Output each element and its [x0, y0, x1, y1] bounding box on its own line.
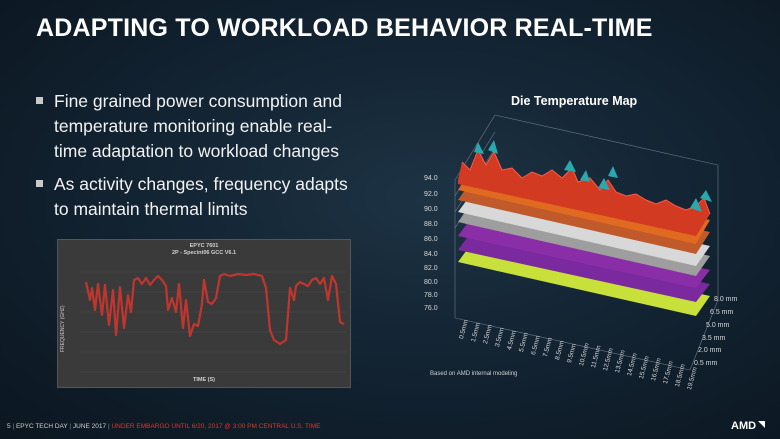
x-tick: 4.5mm — [506, 329, 518, 351]
z-tick: 78.0 — [424, 292, 438, 299]
x-tick: 1.5mm — [470, 321, 482, 343]
x-tick: 15.5mm — [638, 355, 651, 380]
event-date: JUNE 2017 — [72, 423, 107, 430]
x-tick: 7.5mm — [542, 336, 554, 358]
z-tick: 76.0 — [424, 305, 438, 312]
frequency-chart-xlabel: TIME (S) — [193, 377, 215, 383]
event-name: EPYC TECH DAY — [15, 423, 68, 430]
y-tick: 5.0 mm — [706, 322, 730, 329]
page-number: 5 — [7, 423, 11, 430]
frequency-chart-title: EPYC 7601 — [189, 243, 219, 249]
x-tick: 3.5mm — [494, 326, 506, 348]
frequency-chart-ylabel: FREQUENCY (GHZ) — [60, 305, 66, 352]
x-tick: 17.5mm — [662, 360, 675, 385]
bullet-line: As activity changes, frequency adapts — [54, 174, 348, 194]
x-tick: 19.5mm — [686, 366, 699, 391]
bullet-marker-icon — [36, 180, 43, 187]
x-tick: 12.5mm — [602, 347, 615, 372]
x-tick: 8.5mm — [554, 339, 566, 361]
y-tick: 0.5 mm — [694, 360, 718, 367]
x-tick: 9.5mm — [566, 342, 578, 364]
x-tick: 10.5mm — [578, 342, 591, 367]
bullet-item: Fine grained power consumption and tempe… — [34, 89, 374, 164]
temperature-map-title: Die Temperature Map — [511, 94, 638, 108]
z-tick: 92.0 — [424, 191, 438, 198]
z-tick: 94.0 — [424, 175, 438, 182]
x-tick: 2.5mm — [482, 323, 494, 345]
frequency-line — [84, 272, 345, 346]
bullet-line: temperature monitoring enable real- — [54, 116, 333, 136]
frequency-chart: EPYC 7601 2P - Specint06 GCC V6.1 FREQUE… — [57, 239, 351, 388]
z-tick: 80.0 — [424, 279, 438, 286]
y-tick: 6.5 mm — [710, 309, 734, 316]
bullet-line: Fine grained power consumption and — [54, 91, 342, 111]
amd-logo: AMD — [731, 420, 766, 432]
modeling-note: Based on AMD internal modeling — [430, 371, 518, 377]
x-tick: 5.5mm — [518, 331, 530, 353]
embargo-notice: UNDER EMBARGO UNTIL 6/20, 2017 @ 3:00 PM… — [111, 423, 321, 430]
x-tick: 18.5mm — [674, 363, 687, 388]
amd-arrow-icon — [758, 421, 766, 428]
x-tick: 6.5mm — [530, 334, 542, 356]
x-tick: 11.5mm — [590, 344, 603, 369]
bullet-line: time adaptation to workload changes — [54, 141, 340, 161]
bullet-list: Fine grained power consumption and tempe… — [34, 89, 374, 230]
bullet-marker-icon — [36, 97, 43, 104]
z-tick: 82.0 — [424, 265, 438, 272]
slide-footer: 5 | EPYC TECH DAY | JUNE 2017 | UNDER EM… — [7, 423, 321, 430]
z-tick: 88.0 — [424, 221, 438, 228]
slide-title: ADAPTING TO WORKLOAD BEHAVIOR REAL-TIME — [36, 14, 653, 42]
bullet-line: to maintain thermal limits — [54, 199, 248, 219]
z-tick: 86.0 — [424, 236, 438, 243]
x-tick: 16.5mm — [650, 357, 663, 382]
y-tick: 8.0 mm — [714, 296, 738, 303]
y-tick: 3.5 mm — [702, 335, 726, 342]
z-tick: 84.0 — [424, 251, 438, 258]
bullet-item: As activity changes, frequency adapts to… — [34, 172, 374, 222]
x-tick: 13.5mm — [614, 349, 627, 374]
y-tick: 2.0 mm — [698, 347, 722, 354]
amd-logo-text: AMD — [731, 420, 757, 432]
frequency-chart-subtitle: 2P - Specint06 GCC V6.1 — [171, 250, 237, 256]
x-tick: 0.5mm — [458, 318, 470, 340]
z-tick: 90.0 — [424, 206, 438, 213]
frequency-chart-plot — [80, 271, 346, 373]
x-tick: 14.5mm — [626, 352, 639, 377]
